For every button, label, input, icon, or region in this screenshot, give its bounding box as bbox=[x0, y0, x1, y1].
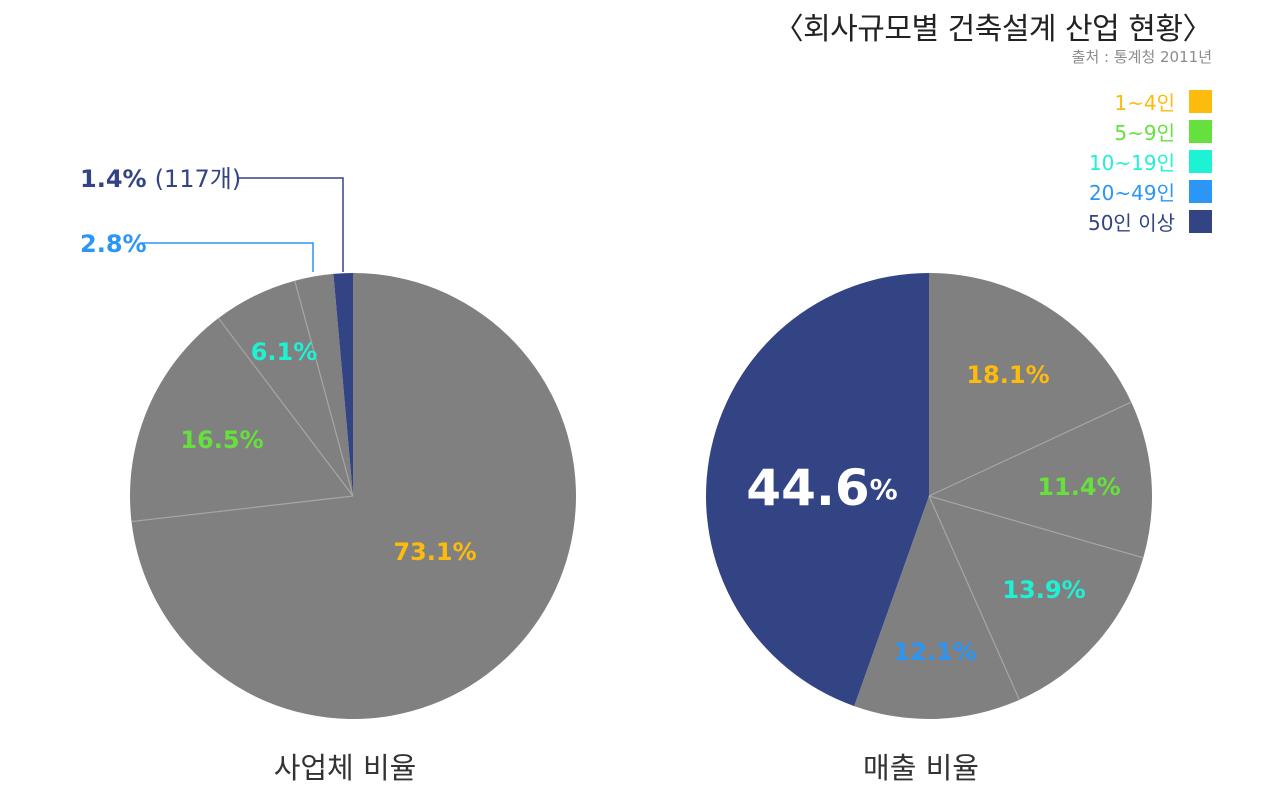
slice-divider bbox=[928, 495, 1144, 559]
slice-10-19 bbox=[929, 496, 1144, 700]
callout-line-20-49 bbox=[140, 242, 314, 272]
legend-swatch bbox=[1189, 119, 1212, 143]
data-label-50: 44.6% bbox=[746, 459, 897, 517]
legend-label: 10~19인 bbox=[1088, 150, 1175, 175]
legend-swatch bbox=[1189, 179, 1212, 203]
data-label-20-49: 12.1% bbox=[893, 638, 976, 666]
legend: 1~4인 5~9인 10~19인 20~49인 50인 이상 bbox=[1088, 86, 1212, 236]
slice-50 bbox=[333, 272, 353, 496]
slice-divider bbox=[294, 280, 354, 497]
legend-item-20-49: 20~49인 bbox=[1088, 176, 1212, 206]
slice-10-19 bbox=[218, 280, 353, 496]
slice-1-4 bbox=[131, 273, 577, 719]
chart-source: 출처 : 통계청 2011년 bbox=[1071, 48, 1212, 66]
legend-label: 50인 이상 bbox=[1087, 210, 1175, 235]
legend-item-10-19: 10~19인 bbox=[1088, 146, 1212, 176]
data-label-50: 1.4% (117개) bbox=[80, 165, 241, 193]
pie-2: 18.1% 11.4% 13.9% 12.1% 44.6% 매출 비율 bbox=[705, 273, 1152, 785]
legend-swatch bbox=[1189, 209, 1212, 233]
data-label-1-4: 73.1% bbox=[393, 538, 476, 566]
data-label-5-9: 16.5% bbox=[180, 426, 263, 454]
slice-divider bbox=[928, 401, 1132, 497]
legend-label: 5~9인 bbox=[1114, 120, 1175, 145]
slice-divider bbox=[131, 495, 354, 523]
pie-title: 매출 비율 bbox=[863, 751, 979, 785]
legend-item-50-plus: 50인 이상 bbox=[1088, 206, 1212, 236]
pie-title: 사업체 비율 bbox=[274, 751, 417, 785]
legend-swatch bbox=[1189, 89, 1212, 113]
data-label-20-49: 2.8% bbox=[80, 230, 147, 258]
slice-5-9 bbox=[929, 402, 1152, 558]
slice-5-9 bbox=[130, 318, 353, 522]
slice-50 bbox=[705, 273, 929, 707]
data-label-10-19: 6.1% bbox=[251, 338, 318, 366]
legend-label: 1~4인 bbox=[1114, 90, 1175, 115]
data-label-5-9: 11.4% bbox=[1037, 473, 1120, 501]
pie-1: 73.1% 16.5% 6.1% 2.8% 1.4% (117개) 사업체 비율 bbox=[80, 165, 577, 785]
legend-item-1-4: 1~4인 bbox=[1088, 86, 1212, 116]
slice-20-49 bbox=[854, 496, 1020, 719]
slice-divider bbox=[928, 495, 1020, 701]
legend-label: 20~49인 bbox=[1088, 180, 1175, 205]
legend-item-5-9: 5~9인 bbox=[1088, 116, 1212, 146]
slice-1-4 bbox=[929, 273, 1132, 496]
data-label-10-19: 13.9% bbox=[1002, 576, 1085, 604]
chart-title: 〈회사규모별 건축설계 산업 현황〉 bbox=[773, 12, 1213, 47]
slice-divider bbox=[217, 317, 354, 497]
callout-line-50 bbox=[238, 177, 344, 272]
data-label-1-4: 18.1% bbox=[966, 361, 1049, 389]
legend-swatch bbox=[1189, 149, 1212, 173]
